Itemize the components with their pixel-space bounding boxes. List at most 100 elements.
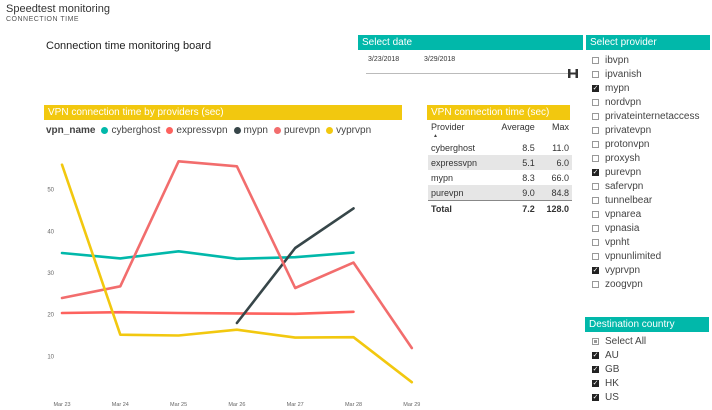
provider-option-label: mypn bbox=[605, 82, 630, 94]
destination-option-au[interactable]: ✓ AU bbox=[592, 348, 710, 362]
cell-provider: expressvpn bbox=[428, 155, 491, 170]
checkbox-checked-icon[interactable]: ✓ bbox=[592, 393, 599, 401]
legend-item-expressvpn[interactable]: expressvpn bbox=[166, 125, 228, 136]
legend-label: purevpn bbox=[283, 125, 321, 136]
provider-option-privatevpn[interactable]: privatevpn bbox=[592, 123, 710, 137]
provider-option-safervpn[interactable]: safervpn bbox=[592, 179, 710, 193]
table-row[interactable]: expressvpn 5.1 6.0 bbox=[428, 155, 572, 170]
destination-option-hk[interactable]: ✓ HK bbox=[592, 376, 710, 390]
date-slider-handle-icon[interactable] bbox=[568, 69, 578, 78]
checkbox-icon[interactable] bbox=[592, 98, 599, 106]
provider-option-label: purevpn bbox=[605, 166, 642, 178]
cell-max: 6.0 bbox=[537, 155, 572, 170]
checkbox-icon[interactable] bbox=[592, 140, 599, 148]
y-tick-label: 10 bbox=[47, 354, 54, 360]
provider-option-vpnunlimited[interactable]: vpnunlimited bbox=[592, 249, 710, 263]
checkbox-icon[interactable] bbox=[592, 182, 599, 190]
provider-option-proxysh[interactable]: proxysh bbox=[592, 151, 710, 165]
checkbox-icon[interactable] bbox=[592, 196, 599, 204]
legend-title: vpn_name bbox=[46, 125, 96, 136]
line-chart: 10 20 30 40 50 Mar 23 Mar 24 Mar 25 Mar 26 Mar 27… bbox=[47, 159, 420, 408]
cell-provider: purevpn bbox=[428, 185, 491, 201]
x-tick-label: Mar 29 bbox=[403, 402, 420, 408]
provider-option-ipvanish[interactable]: ipvanish bbox=[592, 67, 710, 81]
checkbox-checked-icon[interactable]: ✓ bbox=[592, 84, 599, 92]
date-slider-track[interactable] bbox=[366, 73, 574, 74]
y-tick-label: 40 bbox=[47, 229, 54, 235]
destination-option-label: HK bbox=[605, 377, 619, 389]
checkbox-checked-icon[interactable]: ✓ bbox=[592, 379, 599, 387]
provider-option-vpnht[interactable]: vpnht bbox=[592, 235, 710, 249]
legend-item-cyberghost[interactable]: cyberghost bbox=[101, 125, 160, 136]
cell-max: 66.0 bbox=[551, 172, 569, 183]
checkbox-icon[interactable] bbox=[592, 210, 599, 218]
legend-dot-icon bbox=[273, 127, 281, 134]
destination-slicer-header: Destination country bbox=[585, 317, 709, 332]
table-header: VPN connection time (sec) bbox=[427, 105, 570, 120]
checkbox-checked-icon[interactable]: ✓ bbox=[592, 365, 599, 373]
destination-option-label: US bbox=[605, 391, 619, 403]
checkbox-icon[interactable] bbox=[592, 337, 599, 345]
destination-option-label: Select All bbox=[605, 335, 647, 347]
date-end-value[interactable]: 3/29/2018 bbox=[424, 56, 456, 63]
series-line-expressvpn bbox=[60, 310, 355, 316]
cell-provider: cyberghost bbox=[431, 142, 476, 153]
provider-option-privateinternetaccess[interactable]: privateinternetaccess bbox=[592, 109, 710, 123]
x-tick-label: Mar 26 bbox=[228, 402, 245, 408]
total-average: 7.2 bbox=[490, 200, 538, 216]
cell-max: 84.8 bbox=[537, 185, 572, 201]
legend-dot-icon bbox=[233, 127, 241, 134]
destination-option-us[interactable]: ✓ US bbox=[592, 390, 710, 404]
provider-option-label: vyprvpn bbox=[605, 264, 641, 276]
provider-option-ibvpn[interactable]: ibvpn bbox=[592, 53, 710, 67]
x-tick-label: Mar 24 bbox=[112, 402, 129, 408]
destination-option-label: AU bbox=[605, 349, 619, 361]
destination-option-select-all[interactable]: Select All bbox=[592, 334, 710, 348]
date-slicer-header: Select date bbox=[358, 35, 583, 50]
date-start-value[interactable]: 3/23/2018 bbox=[368, 56, 400, 63]
checkbox-icon[interactable] bbox=[592, 126, 599, 134]
checkbox-icon[interactable] bbox=[592, 238, 599, 246]
table-row[interactable]: mypn 8.3 66.0 bbox=[428, 170, 572, 185]
app-subtitle: CONNECTION TIME bbox=[6, 16, 80, 23]
total-label: Total bbox=[428, 200, 491, 216]
checkbox-checked-icon[interactable]: ✓ bbox=[592, 351, 599, 359]
legend-label: expressvpn bbox=[176, 125, 228, 136]
legend-item-mypn[interactable]: mypn bbox=[233, 125, 268, 136]
legend-label: cyberghost bbox=[111, 125, 161, 136]
table-row[interactable]: cyberghost 8.5 11.0 bbox=[428, 140, 572, 155]
checkbox-checked-icon[interactable]: ✓ bbox=[592, 168, 599, 176]
provider-option-label: privatevpn bbox=[605, 124, 652, 136]
checkbox-icon[interactable] bbox=[592, 112, 599, 120]
col-provider[interactable]: Provider ▲ bbox=[431, 122, 465, 139]
provider-option-mypn[interactable]: ✓ mypn bbox=[592, 81, 710, 95]
provider-option-label: ibvpn bbox=[605, 54, 629, 66]
table-row[interactable]: purevpn 9.0 84.8 bbox=[428, 185, 572, 201]
provider-option-vyprvpn[interactable]: ✓ vyprvpn bbox=[592, 263, 710, 277]
legend-item-vyprvpn[interactable]: vyprvpn bbox=[326, 125, 371, 136]
x-tick-label: Mar 28 bbox=[345, 402, 362, 408]
provider-option-protonvpn[interactable]: protonvpn bbox=[592, 137, 710, 151]
checkbox-icon[interactable] bbox=[592, 70, 599, 78]
checkbox-checked-icon[interactable]: ✓ bbox=[592, 266, 599, 274]
col-average[interactable]: Average bbox=[501, 122, 535, 132]
destination-option-gb[interactable]: ✓ GB bbox=[592, 362, 710, 376]
checkbox-icon[interactable] bbox=[592, 154, 599, 162]
provider-option-label: protonvpn bbox=[605, 138, 650, 150]
provider-option-vpnarea[interactable]: vpnarea bbox=[592, 207, 710, 221]
provider-option-nordvpn[interactable]: nordvpn bbox=[592, 95, 710, 109]
x-tick-label: Mar 23 bbox=[53, 402, 70, 408]
checkbox-icon[interactable] bbox=[592, 252, 599, 260]
provider-option-vpnasia[interactable]: vpnasia bbox=[592, 221, 710, 235]
provider-option-zoogvpn[interactable]: zoogvpn bbox=[592, 277, 710, 291]
checkbox-icon[interactable] bbox=[592, 224, 599, 232]
checkbox-icon[interactable] bbox=[592, 280, 599, 288]
cell-average: 8.3 bbox=[522, 172, 535, 183]
provider-option-tunnelbear[interactable]: tunnelbear bbox=[592, 193, 710, 207]
chart-legend: vpn_name cyberghost expressvpn mypn purevpn… bbox=[46, 125, 377, 136]
checkbox-icon[interactable] bbox=[592, 56, 599, 64]
legend-item-purevpn[interactable]: purevpn bbox=[273, 125, 321, 136]
provider-option-purevpn[interactable]: ✓ purevpn bbox=[592, 165, 710, 179]
col-max[interactable]: Max bbox=[551, 122, 569, 132]
series-line-purevpn bbox=[60, 159, 414, 350]
